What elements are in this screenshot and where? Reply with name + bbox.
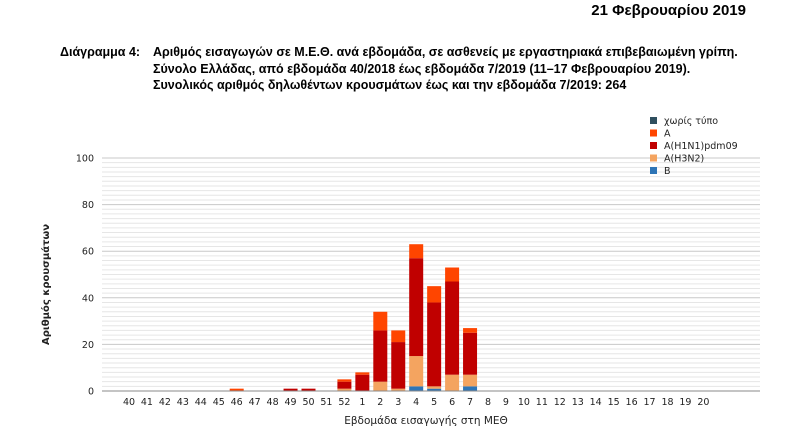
x-tick-label: 46: [231, 397, 243, 408]
bar-segment: [391, 388, 406, 391]
caption-line-2: Σύνολο Ελλάδας, από εβδομάδα 40/2018 έως…: [153, 61, 691, 76]
x-tick-label: 41: [141, 397, 153, 408]
figure-number: Διάγραμμα 4:: [60, 45, 141, 59]
y-tick-label: 0: [88, 387, 94, 398]
bar-segment: [409, 356, 424, 387]
bar-segment: [463, 332, 478, 375]
x-axis-title: Εβδομάδα εισαγωγής στη ΜΕΘ: [344, 415, 508, 427]
x-tick-label: 13: [572, 397, 584, 408]
x-tick-label: 40: [123, 397, 135, 408]
x-tick-label: 15: [608, 397, 620, 408]
bar-segment: [229, 388, 244, 391]
bar-segment: [391, 342, 406, 389]
x-tick-label: 51: [320, 397, 332, 408]
x-tick-label: 42: [159, 397, 171, 408]
x-tick-label: 9: [503, 397, 509, 408]
legend-swatch: [650, 129, 657, 137]
caption-line-3: Συνολικός αριθμός δηλωθέντων κρουσμάτων …: [153, 78, 627, 92]
x-axis-ticks: 40 41 42 43 44 45 46 47 48 49 50 51 52 1 2 3 4 5 6 7 8 9 10 11 1…: [123, 397, 709, 408]
x-tick-label: 11: [536, 397, 548, 408]
report-date: 21 Φεβρουαρίου 2019: [591, 2, 746, 19]
bar-segment: [427, 388, 442, 391]
legend-swatch: [650, 142, 657, 149]
bar-segment: [373, 311, 388, 331]
x-tick-label: 52: [338, 397, 350, 408]
y-axis-ticks: 0 20 40 60 80 100: [76, 154, 94, 398]
x-tick-label: 16: [626, 397, 638, 408]
x-tick-label: 17: [644, 397, 656, 408]
bar-segment: [445, 374, 460, 391]
x-tick-label: 10: [518, 397, 530, 408]
bar-segment: [445, 281, 460, 375]
x-tick-label: 20: [697, 397, 709, 408]
x-tick-label: 48: [267, 397, 279, 408]
x-tick-label: 8: [485, 397, 491, 408]
x-tick-label: 1: [359, 397, 365, 408]
y-tick-label: 80: [82, 200, 94, 211]
x-tick-label: 45: [213, 397, 225, 408]
bar-segment: [391, 330, 406, 343]
x-tick-label: 12: [554, 397, 566, 408]
y-tick-label: 100: [76, 154, 94, 165]
legend-label: B: [664, 166, 671, 177]
x-tick-label: 50: [302, 397, 314, 408]
bar-segment: [355, 374, 370, 391]
legend: χωρίς τύπο AA(H1N1)pdm09 A(H3N2)B: [650, 116, 738, 177]
legend-label: A: [664, 129, 671, 140]
bar-segment: [301, 388, 316, 391]
figure-caption: Διάγραμμα 4: Αριθμός εισαγωγών σε Μ.Ε.Θ.…: [60, 44, 738, 94]
x-tick-label: 44: [195, 397, 207, 408]
x-tick-label: 4: [413, 397, 419, 408]
bar-segment: [355, 372, 370, 375]
legend-swatch: [650, 117, 657, 124]
bar-segment: [427, 302, 442, 387]
x-tick-label: 3: [395, 397, 401, 408]
bar-segment: [337, 379, 352, 382]
x-tick-label: 19: [679, 397, 691, 408]
bar-segment: [409, 386, 424, 391]
bar-segment: [409, 258, 424, 357]
legend-label: χωρίς τύπο: [664, 116, 718, 127]
bar-segment: [337, 381, 352, 389]
y-tick-label: 40: [82, 293, 94, 304]
caption-line-1: Αριθμός εισαγωγών σε Μ.Ε.Θ. ανά εβδομάδα…: [153, 45, 738, 59]
y-tick-label: 20: [82, 340, 94, 351]
bar-segment: [463, 374, 478, 387]
bar-segment: [427, 286, 442, 303]
bar-segment: [463, 328, 478, 333]
legend-label: A(H3N2): [664, 154, 704, 165]
x-tick-label: 7: [467, 397, 473, 408]
bar-segment: [373, 330, 388, 382]
bar-segment: [409, 244, 424, 259]
y-tick-label: 60: [82, 247, 94, 258]
bar-segment: [283, 388, 298, 391]
x-tick-label: 6: [449, 397, 455, 408]
x-tick-label: 2: [377, 397, 383, 408]
x-tick-label: 49: [285, 397, 297, 408]
bars: [229, 244, 478, 391]
y-axis-title: Αριθμός κρουσμάτων: [40, 224, 52, 345]
bar-segment: [445, 267, 460, 282]
legend-swatch: [650, 154, 657, 162]
legend-label: A(H1N1)pdm09: [664, 141, 738, 152]
x-tick-label: 5: [431, 397, 437, 408]
bar-segment: [337, 388, 352, 391]
bar-segment: [373, 381, 388, 391]
x-tick-label: 43: [177, 397, 189, 408]
x-tick-label: 47: [249, 397, 261, 408]
bar-segment: [463, 386, 478, 391]
x-tick-label: 14: [590, 397, 602, 408]
bar-segment: [427, 386, 442, 389]
x-tick-label: 18: [661, 397, 673, 408]
legend-swatch: [650, 167, 657, 174]
